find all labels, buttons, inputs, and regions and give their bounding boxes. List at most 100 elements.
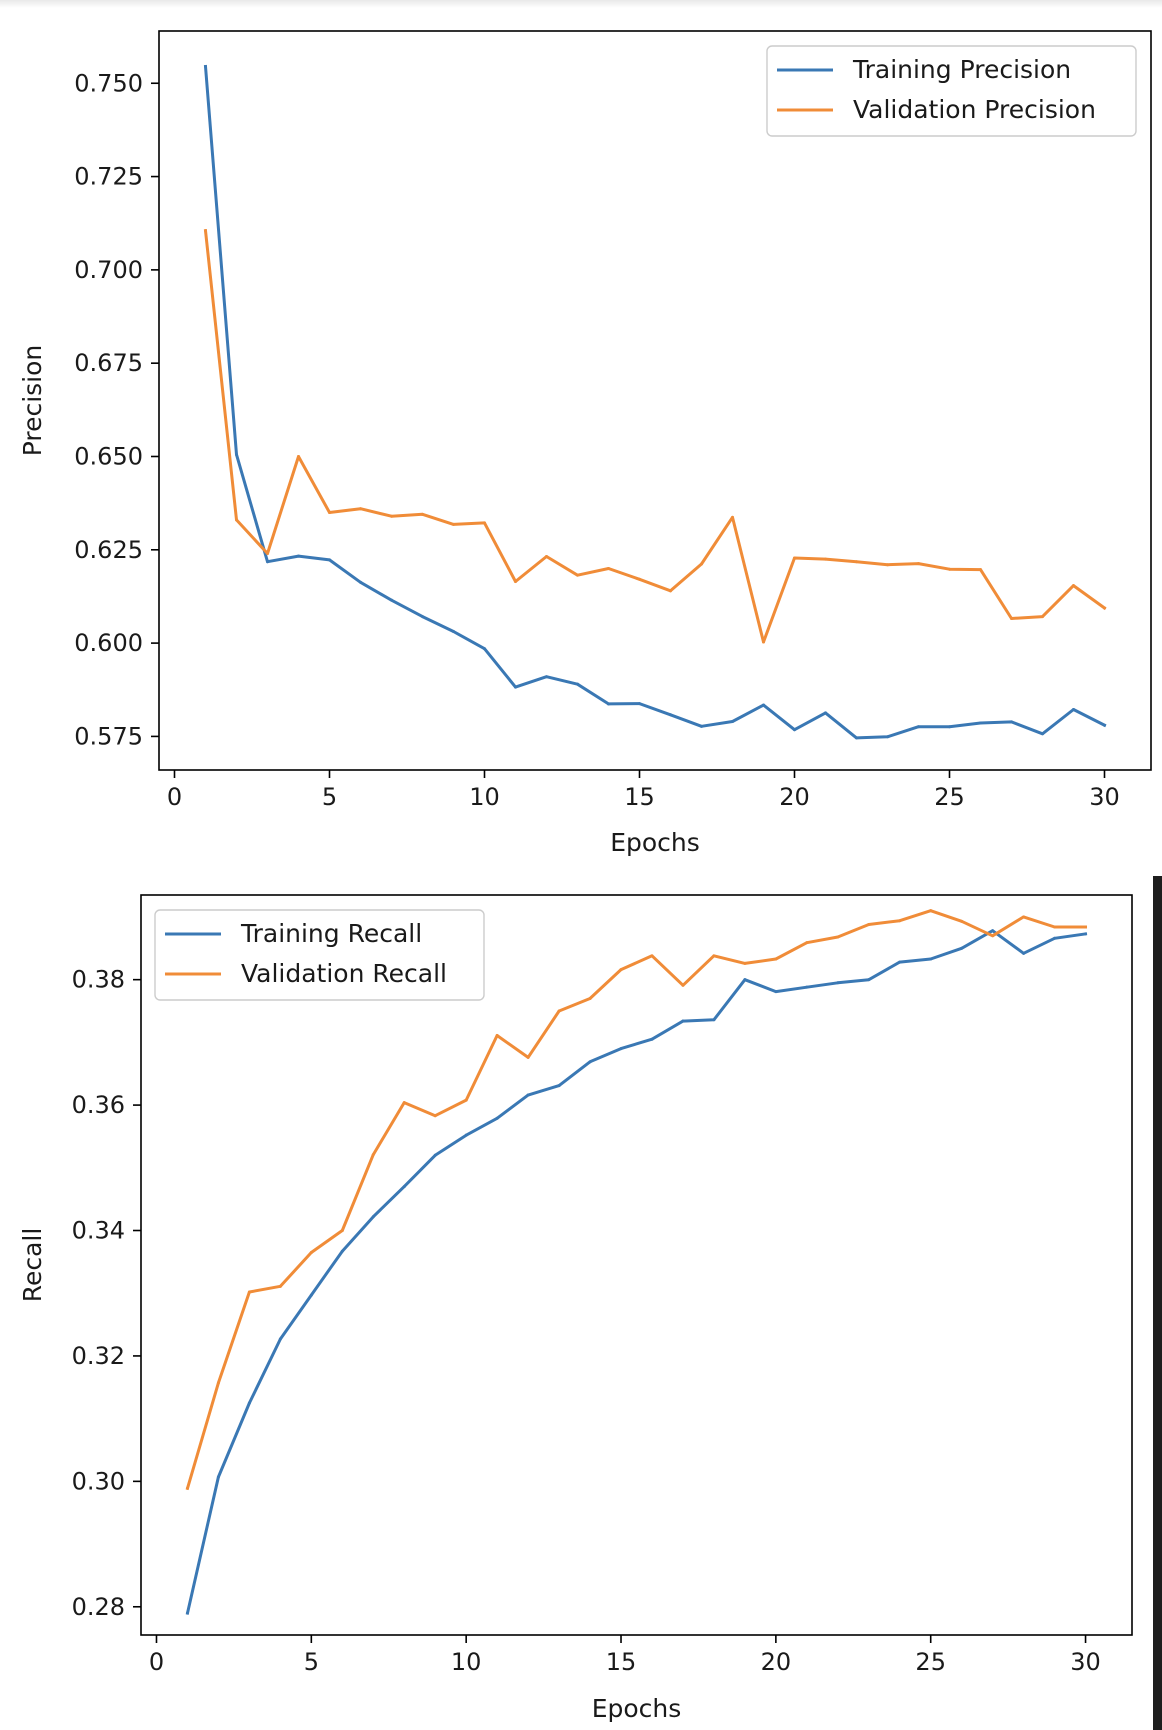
precision-x-tick-label: 15 — [624, 783, 655, 811]
validation-recall-point — [898, 919, 902, 923]
training-precision-point — [793, 728, 796, 732]
validation-recall-point — [185, 1486, 189, 1490]
validation-recall-point — [247, 1290, 251, 1294]
validation-recall-point — [836, 935, 840, 939]
precision-y-tick-label: 0.750 — [74, 69, 143, 97]
validation-precision-point — [700, 562, 703, 566]
precision-plot-frame — [158, 30, 1152, 771]
validation-precision-point — [1041, 615, 1044, 619]
validation-precision-point — [483, 521, 486, 525]
validation-precision-point — [204, 229, 207, 233]
recall-y-tick-label: 0.36 — [72, 1091, 125, 1119]
training-recall-point — [743, 978, 747, 982]
precision-legend — [766, 45, 1137, 137]
validation-recall-point — [557, 1009, 561, 1013]
validation-recall-point — [278, 1284, 282, 1288]
validation-precision-point — [576, 573, 579, 577]
training-recall-point — [960, 946, 964, 950]
recall-chart: 0 5 10 15 20 25 30 0.28 0.30 0.32 0.34 0.36 0.38 Epoc… — [18, 894, 1133, 1723]
training-recall-line — [185, 929, 1088, 1615]
precision-y-tick-label: 0.675 — [74, 349, 143, 377]
recall-x-tick-label: 20 — [761, 1648, 792, 1676]
validation-recall-point — [340, 1229, 344, 1233]
validation-precision-point — [793, 556, 796, 560]
training-precision-point — [204, 64, 207, 68]
validation-recall-point — [960, 919, 964, 923]
precision-y-axis-title: Precision — [18, 345, 47, 457]
training-recall-point — [712, 1018, 716, 1022]
training-precision-legend-label: Training Precision — [852, 55, 1071, 84]
training-precision-point — [235, 453, 238, 457]
training-recall-point — [619, 1047, 623, 1051]
training-recall-point — [557, 1084, 561, 1088]
precision-y-tick-label: 0.650 — [74, 442, 143, 470]
training-recall-point — [898, 960, 902, 964]
recall-x-axis-title: Epochs — [592, 1694, 682, 1723]
validation-precision-point — [762, 640, 765, 644]
training-recall-point — [309, 1293, 313, 1297]
validation-recall-legend-label: Validation Recall — [241, 959, 447, 988]
training-recall-point — [433, 1153, 437, 1157]
validation-recall-point — [309, 1250, 313, 1254]
training-precision-point — [390, 598, 393, 602]
validation-recall-point — [216, 1381, 220, 1385]
training-precision-point — [576, 682, 579, 686]
recall-y-tick-label: 0.34 — [72, 1217, 125, 1245]
training-precision-point — [917, 725, 920, 729]
validation-precision-point — [359, 507, 362, 511]
training-precision-point — [731, 719, 734, 723]
validation-precision-point — [452, 522, 455, 526]
validation-recall-point — [805, 941, 809, 945]
training-precision-point — [855, 736, 858, 740]
training-recall-point — [371, 1215, 375, 1219]
validation-recall-point — [991, 934, 995, 938]
training-precision-point — [979, 721, 982, 725]
training-precision-point — [824, 711, 827, 715]
validation-precision-point — [917, 562, 920, 566]
recall-legend — [154, 909, 485, 1001]
training-recall-point — [247, 1401, 251, 1405]
validation-precision-point — [390, 514, 393, 518]
validation-recall-point — [681, 983, 685, 987]
validation-recall-point — [371, 1153, 375, 1157]
validation-precision-point — [669, 589, 672, 593]
validation-recall-point — [433, 1114, 437, 1118]
training-recall-point — [681, 1019, 685, 1023]
training-recall-point — [836, 981, 840, 985]
validation-recall-point — [774, 957, 778, 961]
training-recall-point — [867, 978, 871, 982]
recall-x-tick-label: 30 — [1070, 1648, 1101, 1676]
training-recall-point — [1022, 951, 1026, 955]
training-precision-point — [297, 554, 300, 558]
precision-y-tick-label: 0.700 — [74, 256, 143, 284]
validation-precision-point — [1010, 616, 1013, 620]
training-precision-point — [638, 702, 641, 706]
validation-recall-point — [526, 1055, 530, 1059]
precision-x-tick-label: 25 — [934, 783, 965, 811]
recall-x-tick-label: 10 — [451, 1648, 482, 1676]
validation-precision-point — [607, 566, 610, 570]
precision-chart: 0 5 10 15 20 25 30 0.575 0.600 0.625 0.650 0.675 0.7… — [18, 30, 1152, 857]
validation-recall-line — [185, 909, 1087, 1491]
validation-recall-point — [1053, 925, 1057, 929]
training-recall-point — [526, 1093, 530, 1097]
training-recall-point — [1084, 932, 1088, 936]
training-recall-point — [340, 1249, 344, 1253]
validation-precision-point — [824, 557, 827, 561]
validation-precision-legend-label: Validation Precision — [853, 95, 1096, 124]
validation-recall-point — [1084, 925, 1088, 929]
recall-y-tick-label: 0.38 — [72, 966, 125, 994]
validation-precision-point — [421, 512, 424, 516]
precision-y-tick-label: 0.625 — [74, 536, 143, 564]
training-precision-point — [1041, 732, 1044, 736]
training-recall-point — [278, 1337, 282, 1341]
validation-precision-point — [328, 510, 331, 514]
training-precision-point — [359, 580, 362, 584]
validation-recall-point — [650, 954, 654, 958]
training-recall-point — [929, 957, 933, 961]
training-precision-point — [514, 685, 517, 689]
validation-precision-point — [979, 568, 982, 572]
validation-recall-point — [712, 954, 716, 958]
validation-recall-point — [619, 968, 623, 972]
